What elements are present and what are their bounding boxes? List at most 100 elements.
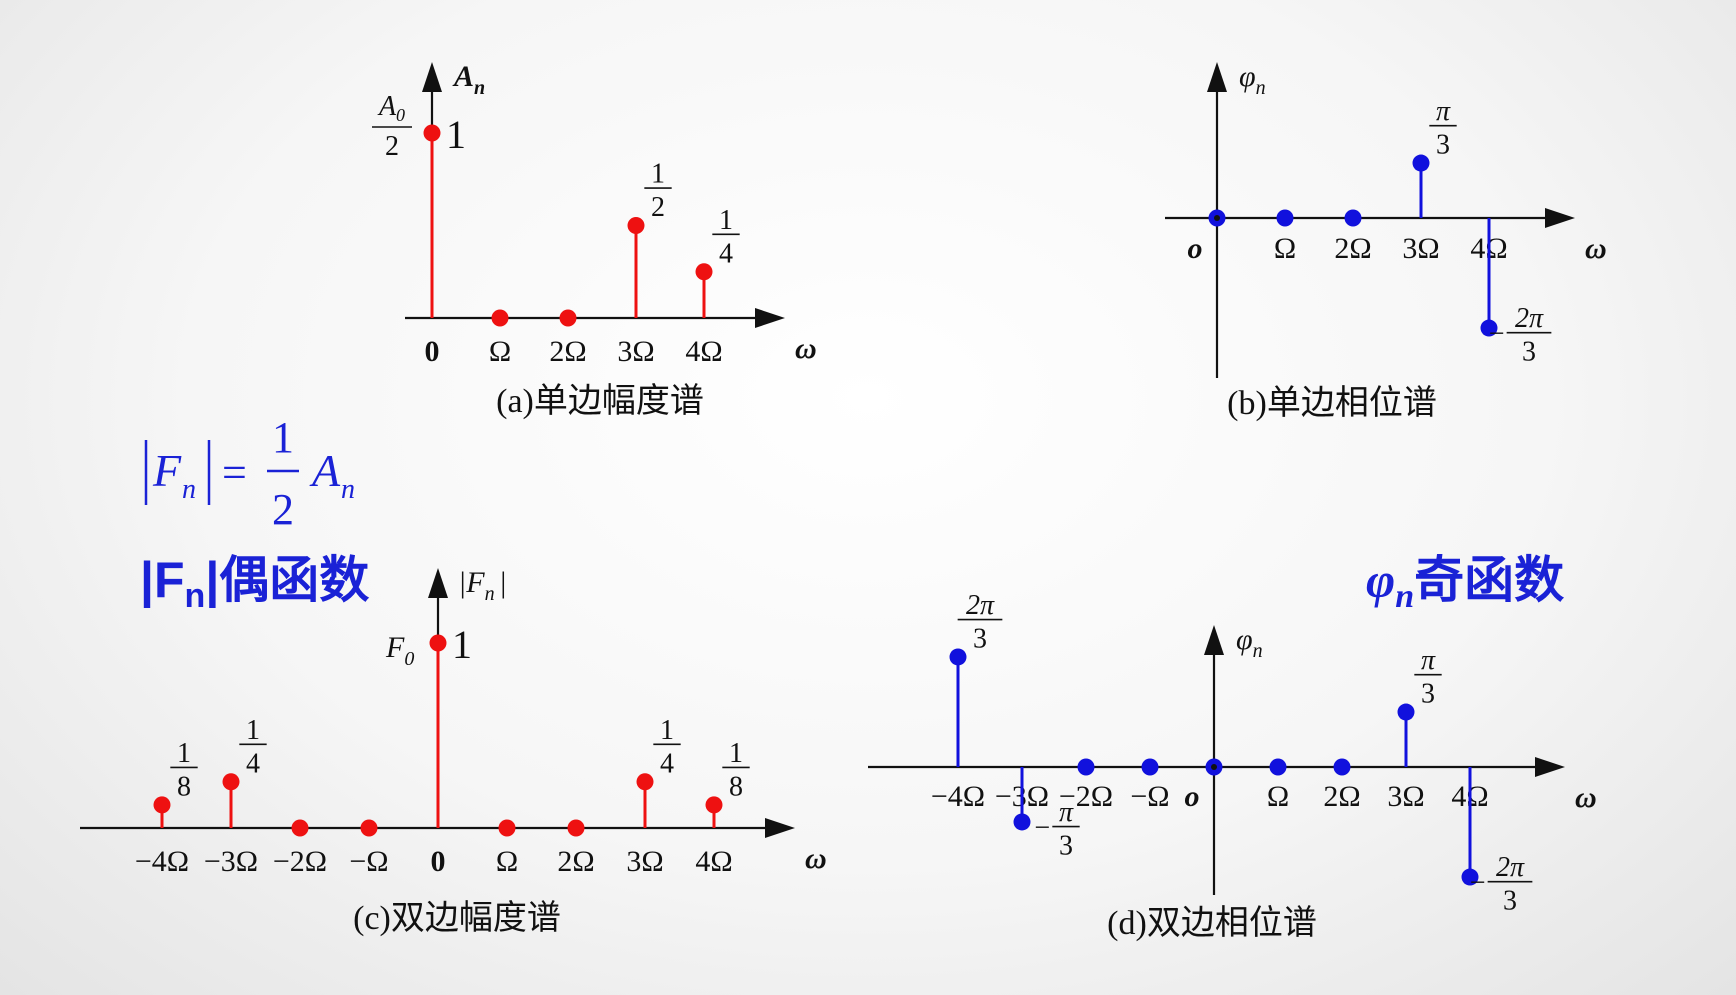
- tick-label: 0: [425, 335, 440, 368]
- chart-title: (c)双边幅度谱: [353, 899, 561, 937]
- tick-label: 2Ω: [1334, 232, 1371, 265]
- x-axis-label: ω: [1585, 232, 1607, 265]
- data-point: [1480, 319, 1498, 337]
- data-label-num: π: [1421, 645, 1436, 676]
- tick-label: 0: [431, 845, 446, 878]
- data-label-den: 3: [1503, 886, 1517, 917]
- side-label-num: A0: [377, 91, 405, 125]
- tick-label: 4Ω: [695, 845, 732, 878]
- x-axis-arrow: [1535, 757, 1565, 777]
- tick-label: 3Ω: [626, 845, 663, 878]
- data-label: 14: [712, 205, 740, 269]
- data-point: [1077, 758, 1095, 776]
- side-label-den: 2: [385, 131, 399, 162]
- even-note-rest: |偶函数: [205, 552, 369, 609]
- y-axis-arrow: [422, 62, 442, 92]
- even-note-sub: n: [185, 577, 206, 615]
- tick-label: −3Ω: [204, 845, 258, 878]
- even-function-note: |Fn|偶函数: [140, 552, 369, 615]
- y-axis-label: φn: [1239, 60, 1266, 99]
- data-point: [627, 217, 645, 234]
- data-point: [498, 819, 516, 837]
- formula-denominator: 2: [272, 485, 294, 534]
- y-axis-arrow: [1204, 625, 1224, 655]
- data-label-den: 3: [1522, 337, 1536, 368]
- data-label-num: 1: [651, 159, 665, 190]
- data-point: [1344, 209, 1362, 227]
- tick-label: 3Ω: [1402, 232, 1439, 265]
- tick-label: Ω: [496, 845, 518, 878]
- formula-lhs: F: [152, 445, 182, 496]
- data-point: [423, 124, 441, 142]
- data-point: [360, 819, 378, 837]
- origin-dot: [1214, 215, 1220, 221]
- data-label-num: π: [1059, 797, 1074, 828]
- tick-label: o: [1185, 780, 1200, 813]
- y-axis-label: |Fn |: [458, 566, 507, 605]
- data-label: π3: [1429, 96, 1457, 161]
- x-axis-label: ω: [1575, 781, 1597, 814]
- formula-equals: =: [222, 448, 247, 497]
- x-axis-label: ω: [795, 332, 817, 365]
- tick-label: Ω: [489, 335, 511, 368]
- data-label-num: π: [1436, 96, 1451, 127]
- origin-dot: [1211, 764, 1217, 770]
- formula: F n = 1 2 A n: [144, 413, 355, 534]
- y-axis-label: An: [452, 60, 485, 99]
- odd-function-note: φn奇函数: [1366, 552, 1564, 615]
- data-label: 2π3: [957, 590, 1003, 655]
- data-label-den: 4: [246, 748, 260, 779]
- data-point: [559, 309, 577, 327]
- tick-label: 2Ω: [557, 845, 594, 878]
- data-label: 18: [170, 738, 198, 802]
- data-label-den: 4: [719, 238, 733, 269]
- formula-rhs-sub: n: [341, 474, 355, 505]
- data-point: [1269, 758, 1287, 776]
- data-label: π3−: [1034, 797, 1080, 862]
- data-label-den: 4: [660, 748, 674, 779]
- data-point: [1461, 868, 1479, 886]
- data-label-den: 3: [1436, 130, 1450, 161]
- tick-label: o: [1188, 232, 1203, 265]
- tick-label: Ω: [1267, 780, 1289, 813]
- x-axis-label: ω: [805, 842, 827, 875]
- y-axis-arrow: [428, 568, 448, 598]
- formula-lhs-sub: n: [182, 474, 196, 505]
- data-point: [222, 773, 240, 791]
- data-point: [1397, 703, 1415, 721]
- odd-note-main: φ: [1366, 552, 1395, 608]
- data-label: 14: [653, 715, 681, 779]
- tick-label: 3Ω: [617, 335, 654, 368]
- y-axis-arrow: [1207, 62, 1227, 92]
- tick-label: −2Ω: [1059, 780, 1113, 813]
- data-label: π3: [1414, 645, 1442, 710]
- tick-label: −4Ω: [931, 780, 985, 813]
- data-label: 18: [722, 738, 750, 802]
- odd-note-sub: n: [1395, 578, 1414, 615]
- data-label: 2π3−: [1489, 303, 1552, 368]
- data-label-num: 2π: [1496, 852, 1525, 883]
- data-label: 1: [452, 622, 472, 667]
- data-label-den: 8: [729, 771, 743, 802]
- tick-label: 2Ω: [549, 335, 586, 368]
- data-label-sign: −: [1034, 812, 1050, 843]
- data-point: [567, 819, 585, 837]
- data-label-den: 3: [1059, 831, 1073, 862]
- data-label: 1: [446, 112, 466, 157]
- chart-title: (d)双边相位谱: [1107, 904, 1317, 942]
- data-label-sign: −: [1489, 318, 1505, 349]
- tick-label: Ω: [1274, 232, 1296, 265]
- data-point: [1412, 154, 1430, 172]
- y-axis-label: φn: [1236, 623, 1263, 662]
- data-label-sign: −: [1470, 867, 1486, 898]
- data-point: [491, 309, 509, 327]
- data-point: [1333, 758, 1351, 776]
- data-label: 2π3−: [1470, 852, 1533, 917]
- data-point: [949, 648, 967, 666]
- side-label: F0: [385, 631, 414, 670]
